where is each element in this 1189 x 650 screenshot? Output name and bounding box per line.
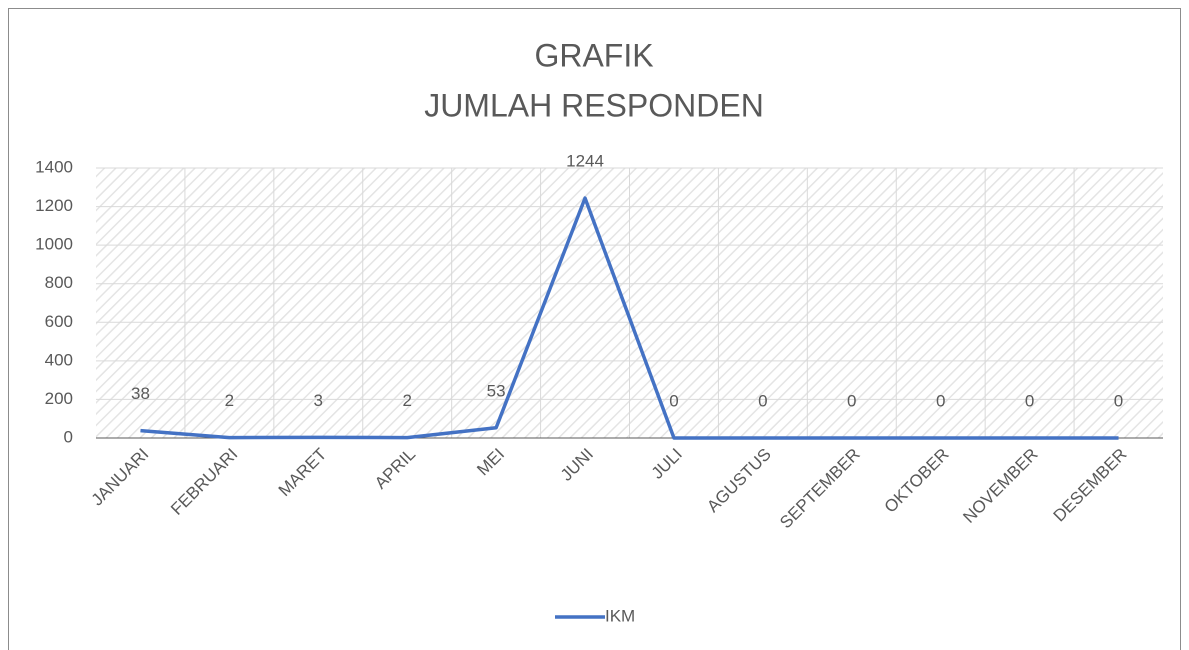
data-label: 0: [1025, 391, 1034, 410]
data-label: 0: [758, 391, 767, 410]
chart-title: GRAFIK: [534, 37, 653, 73]
y-tick-label: 400: [45, 350, 73, 369]
y-tick-label: 1000: [35, 235, 73, 254]
data-label: 0: [669, 391, 678, 410]
data-label: 2: [402, 391, 411, 410]
chart-subtitle: JUMLAH RESPONDEN: [424, 87, 764, 123]
legend-label: IKM: [605, 606, 635, 625]
y-tick-label: 1400: [35, 157, 73, 176]
data-label: 2: [225, 391, 234, 410]
data-label: 1244: [566, 152, 604, 171]
data-label: 3: [314, 391, 323, 410]
data-label: 0: [847, 391, 856, 410]
data-label: 53: [487, 381, 506, 400]
y-tick-label: 1200: [35, 196, 73, 215]
y-tick-label: 800: [45, 273, 73, 292]
data-label: 0: [936, 391, 945, 410]
data-label: 38: [131, 384, 150, 403]
data-label: 0: [1114, 391, 1123, 410]
y-tick-label: 600: [45, 312, 73, 331]
y-tick-label: 200: [45, 389, 73, 408]
line: [140, 196, 1119, 440]
y-tick-label: 0: [64, 427, 73, 446]
